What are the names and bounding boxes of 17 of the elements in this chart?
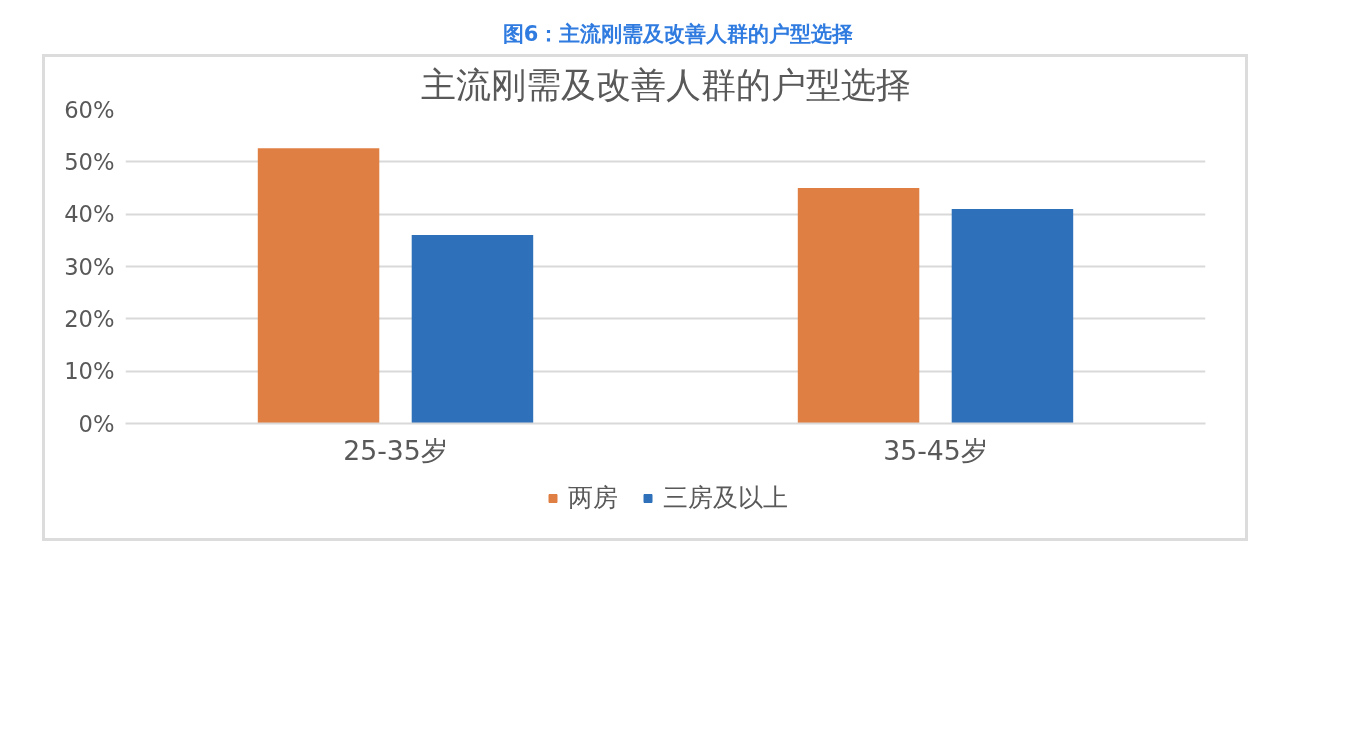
y-tick-label: 30%: [64, 253, 115, 280]
y-tick-label: 40%: [64, 201, 115, 228]
legend-label: 三房及以上: [662, 481, 788, 514]
bar: [257, 148, 380, 424]
y-tick-label: 50%: [64, 148, 115, 175]
chart-subtitle: 主流刚需及改善人群的户型选择: [420, 64, 911, 105]
chart-title: 图6：主流刚需及改善人群的户型选择: [502, 21, 854, 48]
bar: [797, 188, 920, 424]
bar: [951, 208, 1074, 424]
y-tick-label: 60%: [64, 96, 115, 123]
y-tick-label: 0%: [78, 410, 115, 437]
x-tick-label: 25-35岁: [343, 434, 448, 466]
x-tick-label: 35-45岁: [883, 434, 988, 466]
legend-label: 两房: [567, 481, 618, 514]
y-tick-label: 10%: [64, 358, 115, 385]
bar: [411, 235, 534, 424]
y-tick-label: 20%: [64, 305, 115, 332]
